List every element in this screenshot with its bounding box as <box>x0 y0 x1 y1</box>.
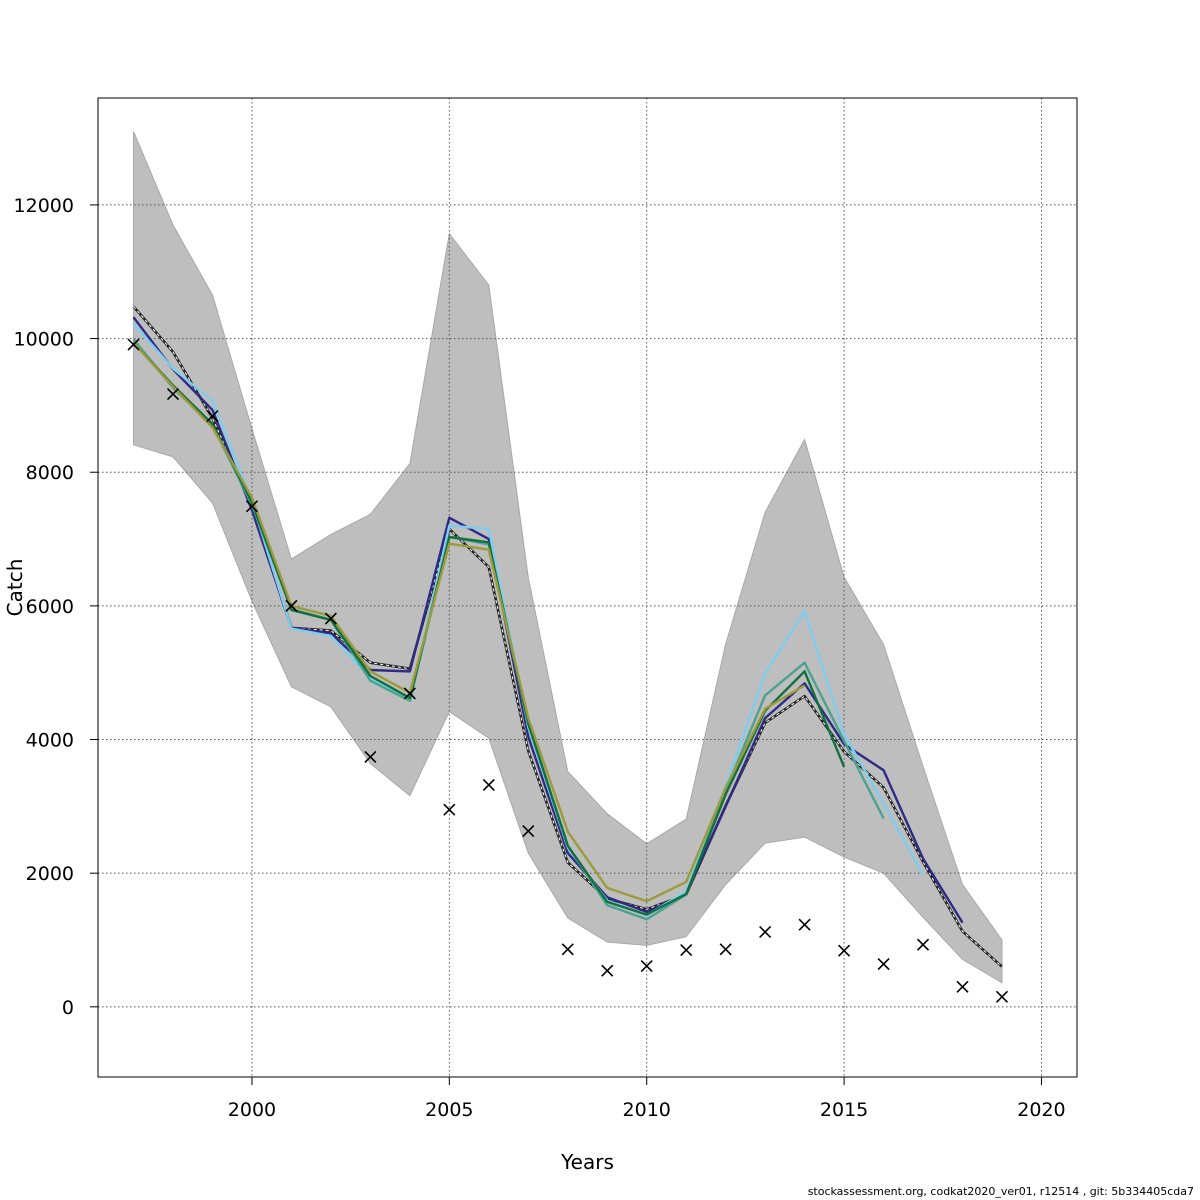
x-tick-label: 2010 <box>623 1099 671 1121</box>
y-tick-label: 0 <box>62 997 74 1019</box>
series-line-4 <box>132 341 846 916</box>
observed-point <box>680 943 693 957</box>
observed-point <box>364 750 377 763</box>
footer-credit: stockassessment.org, codkat2020_ver01, r… <box>807 1185 1194 1198</box>
x-axis-title: Years <box>560 1150 614 1174</box>
series-layer <box>132 305 1003 968</box>
observed-point <box>127 338 140 351</box>
x-tick-label: 2020 <box>1017 1099 1065 1121</box>
observed-point <box>838 944 851 957</box>
y-tick-label: 8000 <box>26 462 74 484</box>
observed-point <box>601 964 614 977</box>
y-tick-label: 10000 <box>14 329 74 351</box>
observed-point <box>403 687 416 700</box>
observed-point <box>719 943 732 956</box>
observed-point <box>798 918 811 931</box>
observed-point <box>206 410 219 423</box>
y-axis-title: Catch <box>3 559 27 617</box>
observed-point <box>877 957 890 971</box>
y-tick-label: 2000 <box>26 863 74 885</box>
observed-point <box>561 943 574 956</box>
observed-point <box>640 960 653 973</box>
plot-frame <box>97 97 1078 1078</box>
confidence-band <box>133 131 1003 984</box>
observed-point <box>916 938 930 951</box>
series-line-5 <box>132 341 806 903</box>
observed-point <box>759 925 772 939</box>
y-tick-label: 12000 <box>14 195 74 217</box>
observed-point <box>324 612 337 625</box>
x-tick-label: 2015 <box>820 1099 868 1121</box>
y-tick-label: 4000 <box>26 730 74 752</box>
observed-point <box>245 500 259 513</box>
observed-point <box>166 387 180 401</box>
observed-point <box>443 803 456 816</box>
observed-point <box>482 778 495 792</box>
observed-point <box>522 825 535 838</box>
observed-layer <box>127 338 1009 1003</box>
observed-point <box>285 599 298 612</box>
x-tick-label: 2005 <box>425 1099 473 1121</box>
axis-layer: 2000 2005 2010 2015 2020 0 2000 4000 6000 8000 100… <box>14 195 1066 1121</box>
y-tick-label: 6000 <box>26 596 74 618</box>
observed-point <box>956 980 969 993</box>
confidence-band-layer <box>133 131 1003 984</box>
x-tick-label: 2000 <box>228 1099 276 1121</box>
observed-point <box>995 990 1009 1003</box>
